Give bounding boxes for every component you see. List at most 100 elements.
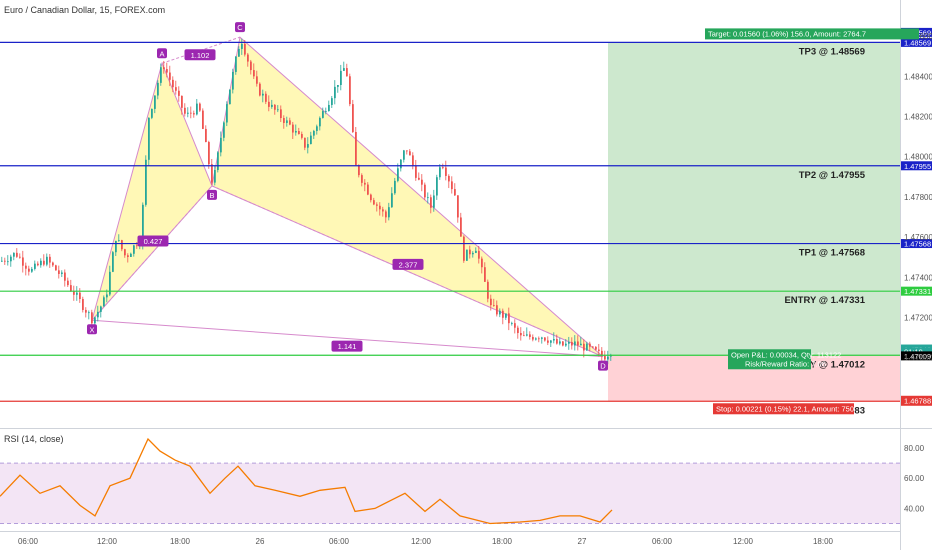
candle[interactable]	[172, 76, 174, 93]
candle[interactable]	[148, 117, 150, 166]
candle[interactable]	[4, 257, 6, 265]
candle[interactable]	[460, 212, 462, 237]
candle[interactable]	[382, 206, 384, 217]
candle[interactable]	[388, 202, 390, 221]
candle[interactable]	[331, 96, 333, 109]
candle[interactable]	[205, 125, 207, 143]
candle[interactable]	[559, 337, 561, 346]
candle[interactable]	[22, 250, 24, 273]
candle[interactable]	[211, 158, 213, 185]
pattern-point-d[interactable]	[598, 360, 608, 371]
candle[interactable]	[334, 80, 336, 105]
candle[interactable]	[349, 73, 351, 107]
candle[interactable]	[520, 327, 522, 341]
candle[interactable]	[133, 244, 135, 257]
candle[interactable]	[433, 189, 435, 212]
candle[interactable]	[127, 253, 129, 263]
candle[interactable]	[538, 336, 540, 343]
candle[interactable]	[586, 341, 588, 351]
candle[interactable]	[568, 336, 570, 350]
candle[interactable]	[220, 131, 222, 157]
candle[interactable]	[181, 95, 183, 115]
candle[interactable]	[67, 277, 69, 287]
candle[interactable]	[304, 137, 306, 151]
candle[interactable]	[256, 70, 258, 87]
candle[interactable]	[73, 285, 75, 301]
candle[interactable]	[226, 101, 228, 127]
candle[interactable]	[235, 55, 237, 75]
candle[interactable]	[592, 345, 594, 349]
candle[interactable]	[319, 116, 321, 131]
candle[interactable]	[445, 160, 447, 181]
candle[interactable]	[157, 80, 159, 100]
candle[interactable]	[88, 310, 90, 320]
pattern-ratio-box[interactable]	[184, 49, 216, 61]
candle[interactable]	[151, 108, 153, 120]
pattern-ratio-box[interactable]	[137, 235, 169, 247]
candle[interactable]	[7, 255, 9, 266]
candle[interactable]	[499, 308, 501, 318]
target-info-box[interactable]	[705, 28, 919, 40]
candle[interactable]	[1, 256, 3, 263]
candle[interactable]	[25, 262, 27, 276]
candle[interactable]	[265, 91, 267, 105]
candle[interactable]	[34, 260, 36, 271]
candle[interactable]	[130, 252, 132, 257]
candle[interactable]	[574, 335, 576, 351]
candle[interactable]	[511, 321, 513, 326]
candle[interactable]	[289, 117, 291, 126]
candle[interactable]	[544, 337, 546, 342]
candle[interactable]	[13, 252, 15, 261]
candle[interactable]	[322, 107, 324, 119]
candle[interactable]	[268, 95, 270, 112]
candle[interactable]	[37, 261, 39, 267]
candle[interactable]	[466, 249, 468, 261]
candle[interactable]	[526, 327, 528, 337]
pattern-ratio-box[interactable]	[392, 258, 424, 270]
candle[interactable]	[46, 253, 48, 267]
candle[interactable]	[577, 335, 579, 351]
candle[interactable]	[124, 248, 126, 258]
pattern-point-a[interactable]	[157, 48, 167, 59]
candle[interactable]	[277, 105, 279, 113]
candle[interactable]	[193, 110, 195, 118]
candle[interactable]	[121, 239, 123, 252]
candle[interactable]	[343, 61, 345, 72]
candle[interactable]	[232, 68, 234, 94]
candle[interactable]	[298, 127, 300, 135]
candle[interactable]	[358, 164, 360, 178]
candle[interactable]	[61, 270, 63, 278]
candle[interactable]	[241, 38, 243, 55]
candle[interactable]	[223, 121, 225, 142]
candle[interactable]	[439, 164, 441, 180]
candle[interactable]	[262, 89, 264, 103]
candle[interactable]	[379, 202, 381, 216]
candle[interactable]	[112, 251, 114, 273]
candle[interactable]	[10, 254, 12, 267]
candle[interactable]	[253, 63, 255, 80]
candle[interactable]	[571, 337, 573, 350]
candle[interactable]	[553, 332, 555, 344]
candle[interactable]	[52, 261, 54, 267]
candle[interactable]	[274, 103, 276, 115]
candle[interactable]	[31, 266, 33, 273]
candle[interactable]	[259, 82, 261, 97]
candle[interactable]	[385, 209, 387, 223]
pattern-ratio-box[interactable]	[331, 340, 363, 352]
candle[interactable]	[286, 116, 288, 127]
candle[interactable]	[325, 107, 327, 115]
candle[interactable]	[295, 124, 297, 136]
candle[interactable]	[373, 197, 375, 206]
candle[interactable]	[328, 100, 330, 112]
candle[interactable]	[214, 165, 216, 186]
candle[interactable]	[472, 251, 474, 258]
candle[interactable]	[541, 336, 543, 344]
candle[interactable]	[463, 235, 465, 263]
candle[interactable]	[280, 105, 282, 123]
candle[interactable]	[28, 265, 30, 276]
candle[interactable]	[595, 345, 597, 351]
candle[interactable]	[301, 131, 303, 140]
candle[interactable]	[202, 108, 204, 130]
candle[interactable]	[169, 65, 171, 87]
